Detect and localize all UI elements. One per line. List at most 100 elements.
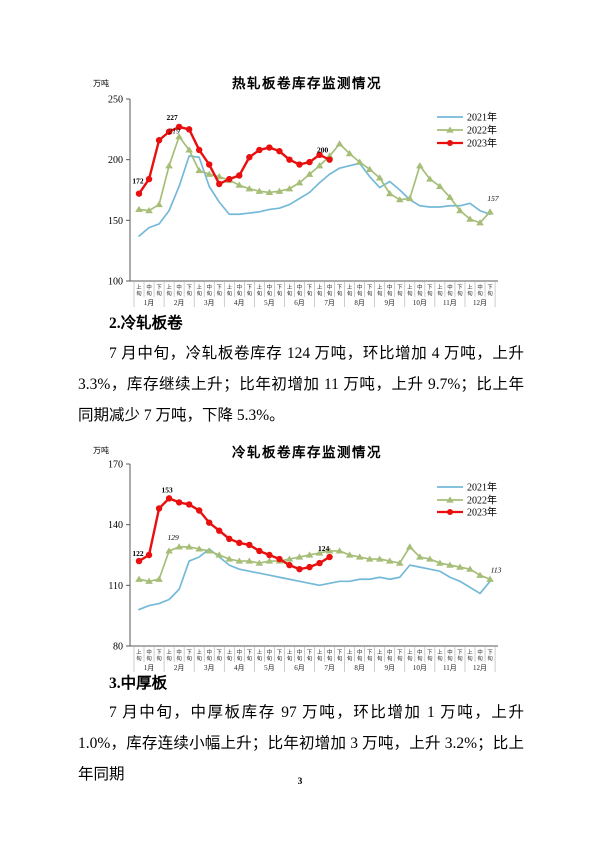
svg-text:下: 下 bbox=[307, 649, 313, 656]
svg-text:上: 上 bbox=[377, 648, 383, 656]
svg-text:旬: 旬 bbox=[357, 654, 363, 662]
svg-text:上: 上 bbox=[467, 648, 473, 656]
svg-text:上: 上 bbox=[196, 283, 202, 291]
svg-text:旬: 旬 bbox=[136, 654, 142, 662]
svg-text:中: 中 bbox=[447, 283, 452, 291]
svg-text:旬: 旬 bbox=[136, 289, 142, 297]
svg-text:5月: 5月 bbox=[264, 664, 275, 672]
svg-text:4月: 4月 bbox=[234, 664, 245, 672]
svg-text:旬: 旬 bbox=[186, 654, 192, 662]
svg-text:6月: 6月 bbox=[294, 299, 305, 307]
svg-text:旬: 旬 bbox=[327, 654, 333, 662]
svg-text:上: 上 bbox=[196, 648, 202, 656]
cold-rolled-coil-inventory-chart: 冷轧板卷库存监测情况 万吨 80 110 140 170 上旬中旬下旬上旬中旬下旬上旬中旬下… bbox=[85, 438, 515, 674]
svg-text:1月: 1月 bbox=[144, 664, 155, 672]
svg-text:200: 200 bbox=[317, 146, 329, 155]
section-paragraph-medium-plate: 7 月中旬，中厚板库存 97 万吨，环比增加 1 万吨，上升 1.0%，库存连续… bbox=[78, 704, 524, 783]
svg-text:250: 250 bbox=[108, 95, 123, 106]
svg-text:下: 下 bbox=[367, 284, 373, 291]
svg-text:旬: 旬 bbox=[427, 289, 433, 297]
svg-text:上: 上 bbox=[287, 283, 293, 291]
svg-text:旬: 旬 bbox=[407, 654, 413, 662]
svg-text:中: 中 bbox=[327, 648, 332, 656]
svg-text:上: 上 bbox=[407, 648, 413, 656]
svg-text:上: 上 bbox=[166, 648, 172, 656]
svg-text:中: 中 bbox=[176, 283, 181, 291]
svg-text:旬: 旬 bbox=[417, 289, 423, 297]
svg-text:旬: 旬 bbox=[487, 654, 493, 662]
svg-text:12月: 12月 bbox=[473, 664, 487, 672]
svg-text:10月: 10月 bbox=[413, 299, 427, 307]
svg-text:旬: 旬 bbox=[267, 654, 273, 662]
svg-text:中: 中 bbox=[327, 283, 332, 291]
svg-text:下: 下 bbox=[337, 284, 343, 291]
svg-text:8月: 8月 bbox=[354, 664, 365, 672]
svg-text:旬: 旬 bbox=[387, 289, 393, 297]
section-heading-medium-plate: 3.中厚板 bbox=[109, 675, 168, 692]
svg-text:下: 下 bbox=[156, 649, 162, 656]
svg-text:2022年: 2022年 bbox=[467, 494, 497, 507]
svg-text:旬: 旬 bbox=[457, 289, 463, 297]
svg-text:旬: 旬 bbox=[186, 289, 192, 297]
svg-text:旬: 旬 bbox=[377, 654, 383, 662]
svg-text:下: 下 bbox=[277, 284, 283, 291]
svg-text:上: 上 bbox=[377, 283, 383, 291]
svg-text:11月: 11月 bbox=[443, 299, 457, 307]
svg-text:中: 中 bbox=[207, 283, 212, 291]
svg-text:113: 113 bbox=[491, 565, 502, 574]
svg-text:旬: 旬 bbox=[477, 289, 483, 297]
svg-text:中: 中 bbox=[237, 283, 242, 291]
svg-text:旬: 旬 bbox=[207, 289, 213, 297]
svg-text:11月: 11月 bbox=[443, 664, 457, 672]
section-heading-cold-rolled: 2.冷轧板卷 bbox=[109, 315, 183, 332]
svg-text:9月: 9月 bbox=[385, 664, 396, 672]
svg-text:旬: 旬 bbox=[166, 654, 172, 662]
svg-text:旬: 旬 bbox=[387, 654, 393, 662]
svg-text:7月: 7月 bbox=[324, 664, 335, 672]
svg-text:中: 中 bbox=[267, 283, 272, 291]
svg-text:旬: 旬 bbox=[397, 654, 403, 662]
svg-text:万吨: 万吨 bbox=[93, 445, 109, 455]
svg-text:下: 下 bbox=[457, 649, 463, 656]
page-number: 3 bbox=[297, 777, 303, 787]
svg-text:下: 下 bbox=[247, 649, 253, 656]
svg-text:中: 中 bbox=[417, 648, 422, 656]
svg-text:2022年: 2022年 bbox=[467, 124, 497, 137]
svg-text:旬: 旬 bbox=[457, 654, 463, 662]
svg-text:下: 下 bbox=[487, 649, 493, 656]
svg-text:旬: 旬 bbox=[307, 289, 313, 297]
svg-text:旬: 旬 bbox=[297, 654, 303, 662]
svg-text:170: 170 bbox=[108, 460, 123, 471]
svg-text:旬: 旬 bbox=[196, 654, 202, 662]
svg-text:旬: 旬 bbox=[287, 289, 293, 297]
svg-text:中: 中 bbox=[357, 648, 362, 656]
svg-text:219: 219 bbox=[168, 127, 180, 136]
svg-text:中: 中 bbox=[146, 283, 151, 291]
svg-text:旬: 旬 bbox=[407, 289, 413, 297]
svg-text:140: 140 bbox=[108, 520, 123, 531]
svg-text:中: 中 bbox=[297, 283, 302, 291]
svg-text:下: 下 bbox=[217, 284, 223, 291]
svg-text:2023年: 2023年 bbox=[467, 137, 497, 150]
svg-text:热轧板卷库存监测情况: 热轧板卷库存监测情况 bbox=[232, 75, 382, 91]
svg-text:旬: 旬 bbox=[417, 654, 423, 662]
svg-text:旬: 旬 bbox=[347, 654, 353, 662]
svg-text:上: 上 bbox=[257, 648, 263, 656]
svg-text:7月: 7月 bbox=[324, 299, 335, 307]
svg-text:旬: 旬 bbox=[247, 289, 253, 297]
svg-text:上: 上 bbox=[317, 283, 323, 291]
svg-text:旬: 旬 bbox=[156, 289, 162, 297]
svg-text:上: 上 bbox=[407, 283, 413, 291]
svg-text:4月: 4月 bbox=[234, 299, 245, 307]
svg-text:旬: 旬 bbox=[257, 654, 263, 662]
svg-text:旬: 旬 bbox=[156, 654, 162, 662]
svg-text:下: 下 bbox=[367, 649, 373, 656]
svg-text:旬: 旬 bbox=[146, 654, 152, 662]
svg-text:下: 下 bbox=[186, 284, 192, 291]
svg-text:中: 中 bbox=[357, 283, 362, 291]
svg-text:10月: 10月 bbox=[413, 664, 427, 672]
svg-text:旬: 旬 bbox=[427, 654, 433, 662]
svg-text:下: 下 bbox=[156, 284, 162, 291]
svg-text:下: 下 bbox=[397, 649, 403, 656]
svg-text:旬: 旬 bbox=[447, 289, 453, 297]
